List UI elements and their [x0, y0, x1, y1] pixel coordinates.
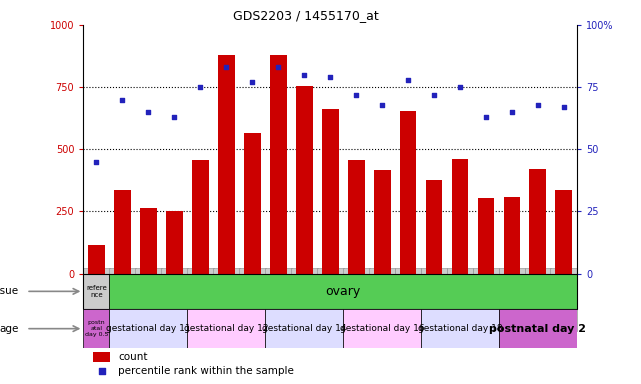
Point	[143, 109, 153, 115]
Point	[481, 114, 491, 120]
Point	[97, 368, 107, 374]
Bar	[265, 309, 343, 348]
Bar	[296, 86, 313, 273]
Text: gestational day 18: gestational day 18	[418, 324, 503, 333]
Text: postn
atal
day 0.5: postn atal day 0.5	[85, 320, 108, 337]
Bar	[83, 309, 110, 348]
Point	[117, 96, 128, 103]
Point	[273, 64, 283, 70]
Point	[533, 101, 543, 108]
Point	[299, 71, 309, 78]
Bar	[114, 190, 131, 273]
Bar	[192, 161, 209, 273]
Bar	[322, 109, 338, 273]
Bar	[83, 273, 110, 309]
Point	[221, 64, 231, 70]
Bar	[504, 197, 520, 273]
Bar	[529, 169, 546, 273]
Text: gestational day 11: gestational day 11	[106, 324, 190, 333]
Text: age: age	[0, 324, 19, 334]
Bar	[421, 309, 499, 348]
Bar	[218, 55, 235, 273]
Bar	[451, 159, 469, 273]
Point	[507, 109, 517, 115]
Bar	[93, 352, 110, 362]
Point	[455, 84, 465, 90]
Bar	[187, 309, 265, 348]
Text: ovary: ovary	[326, 285, 361, 298]
Text: postnatal day 2: postnatal day 2	[490, 324, 587, 334]
Point	[351, 91, 362, 98]
Bar	[374, 170, 390, 273]
Point	[429, 91, 439, 98]
Point	[377, 101, 387, 108]
Text: percentile rank within the sample: percentile rank within the sample	[118, 366, 294, 376]
Point	[559, 104, 569, 110]
Point	[403, 76, 413, 83]
Title: GDS2203 / 1455170_at: GDS2203 / 1455170_at	[233, 9, 378, 22]
Point	[169, 114, 179, 120]
Text: gestational day 12: gestational day 12	[184, 324, 269, 333]
Text: gestational day 16: gestational day 16	[340, 324, 424, 333]
Text: tissue: tissue	[0, 286, 19, 296]
Bar	[399, 111, 417, 273]
Text: gestational day 14: gestational day 14	[262, 324, 346, 333]
Bar	[499, 309, 577, 348]
Bar	[110, 309, 187, 348]
Bar	[347, 161, 365, 273]
Bar	[270, 55, 287, 273]
Bar	[426, 180, 442, 273]
Point	[195, 84, 205, 90]
Bar	[478, 198, 494, 273]
Bar	[343, 309, 421, 348]
Point	[247, 79, 257, 85]
Text: count: count	[118, 352, 147, 362]
Bar	[244, 133, 261, 273]
Text: refere
nce: refere nce	[86, 285, 106, 298]
Point	[325, 74, 335, 80]
Bar	[140, 208, 156, 273]
Point	[91, 159, 101, 165]
Bar	[166, 212, 183, 273]
Bar	[88, 245, 104, 273]
Bar	[556, 190, 572, 273]
